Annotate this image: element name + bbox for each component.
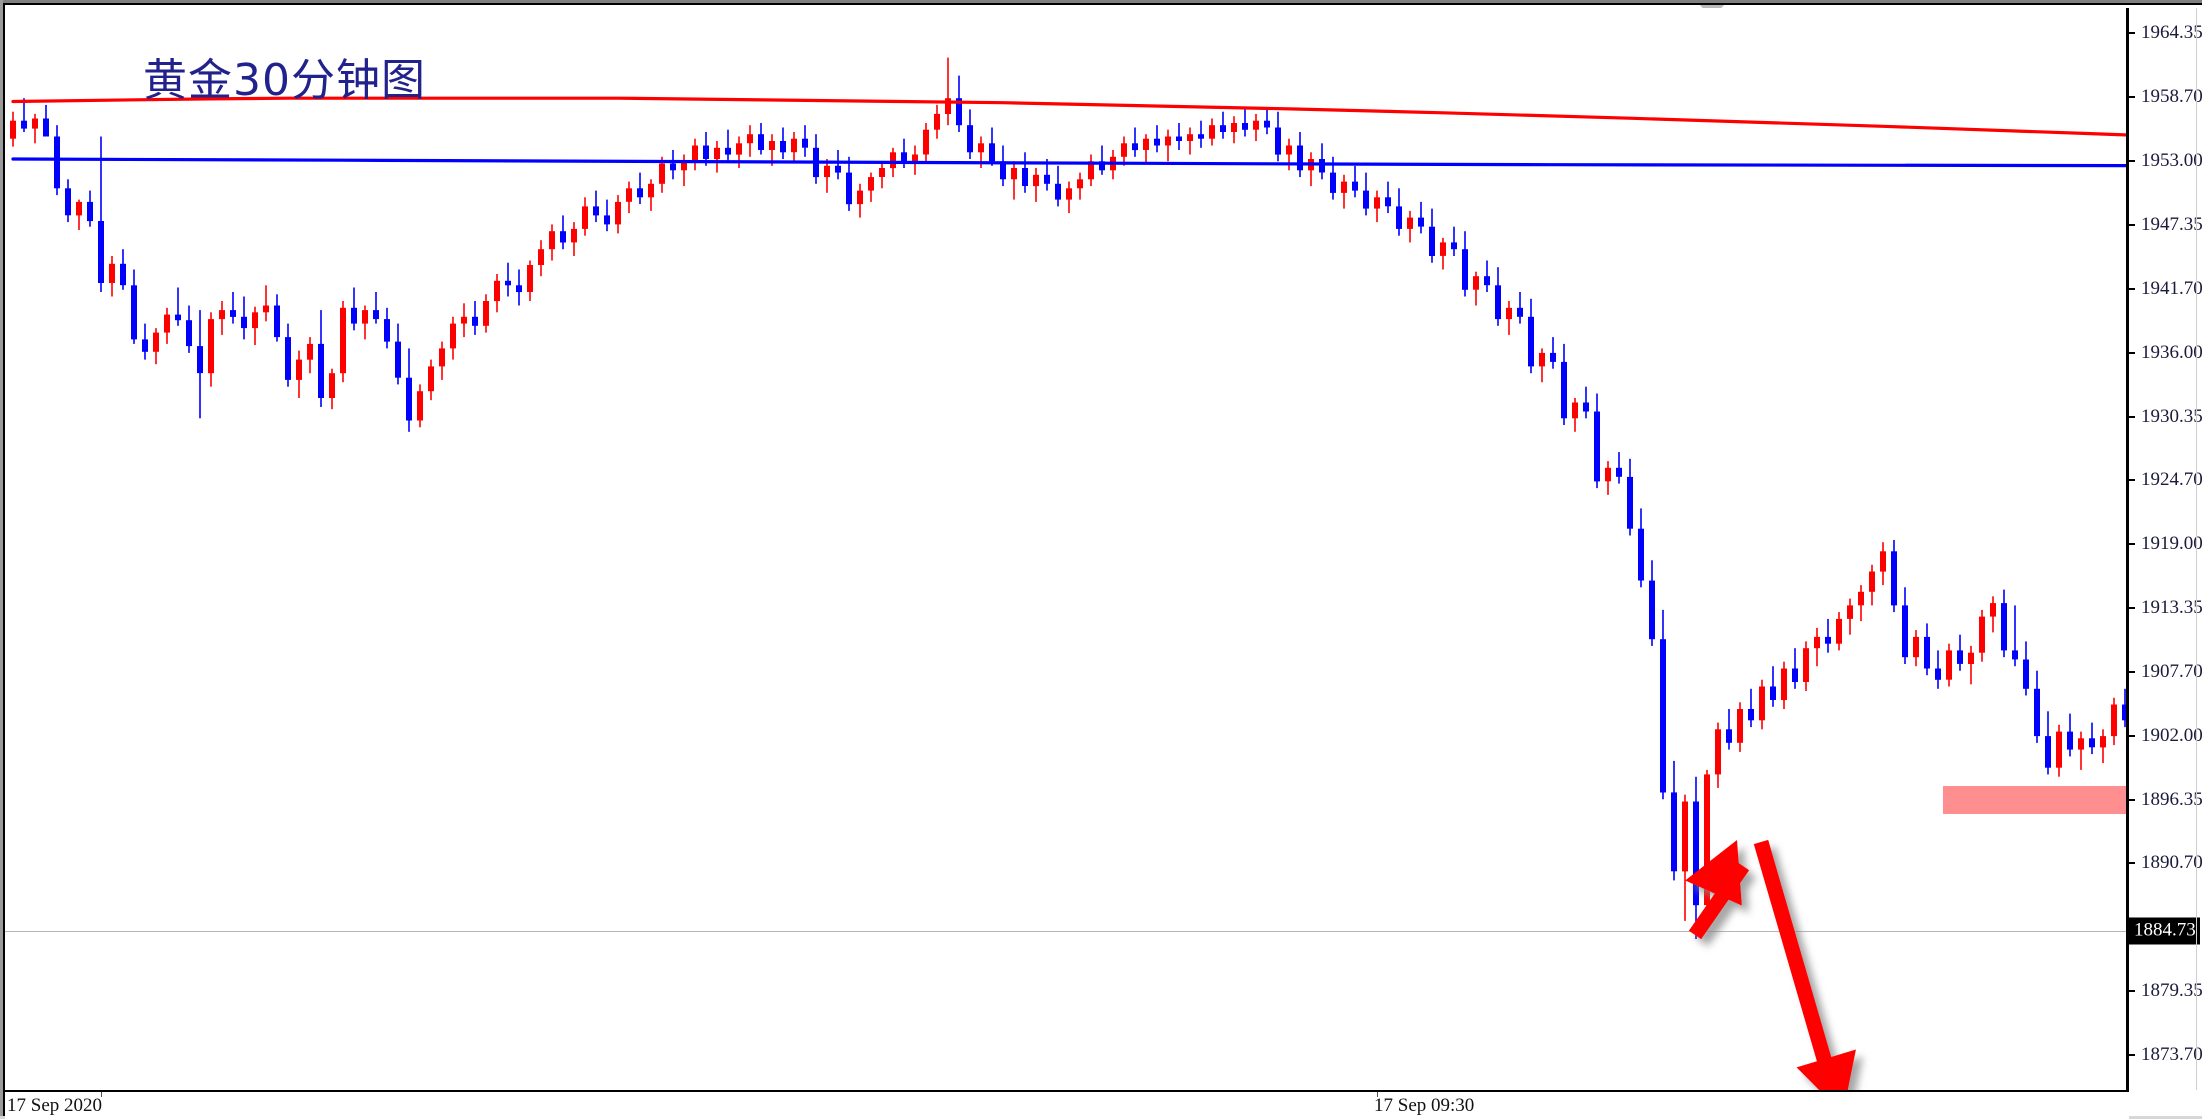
price-tick-label: 1873.70 — [2141, 1044, 2202, 1066]
price-tick — [2129, 862, 2135, 865]
price-tick — [2129, 160, 2135, 163]
price-tick-label: 1964.35 — [2141, 22, 2202, 44]
candlestick-series — [10, 57, 2128, 939]
price-tick-label: 1919.00 — [2141, 533, 2202, 555]
price-tick-label: 1913.35 — [2141, 597, 2202, 619]
time-tick-label: 17 Sep 2020 — [7, 1095, 102, 1116]
price-tick — [2129, 96, 2135, 99]
price-tick — [2129, 479, 2135, 482]
price-tick — [2129, 1054, 2135, 1057]
price-tick — [2129, 607, 2135, 610]
price-tick-label: 1930.35 — [2141, 405, 2202, 427]
price-tick-label: 1890.70 — [2141, 852, 2202, 874]
chart-annotation-title: 黄金30分钟图 — [143, 55, 426, 106]
window-border-top-inner — [0, 3, 2202, 5]
price-tick — [2129, 735, 2135, 738]
time-tick-label: 17 Sep 09:30 — [1374, 1095, 1475, 1116]
price-tick-label: 1879.35 — [2141, 980, 2202, 1002]
price-tick-label: 1907.70 — [2141, 660, 2202, 682]
time-tick — [1377, 1092, 1378, 1097]
plot-border-right — [2126, 8, 2129, 1090]
price-tick-label: 1947.35 — [2141, 213, 2202, 235]
price-tick — [2129, 32, 2135, 35]
price-tick-label: 1902.00 — [2141, 725, 2202, 747]
time-tick — [101, 1092, 102, 1097]
window-border-left-inner — [3, 5, 5, 1119]
price-tick — [2129, 223, 2135, 226]
price-tick — [2129, 415, 2135, 418]
price-tick — [2129, 351, 2135, 354]
current-price-tag: 1884.73 — [2129, 917, 2200, 945]
price-tick — [2129, 543, 2135, 546]
forecast-zigzag-arrow — [1685, 839, 1856, 1090]
price-tick — [2129, 798, 2135, 801]
window-border-left — [0, 0, 3, 1119]
price-tick — [2129, 990, 2135, 993]
price-tick-label: 1958.70 — [2141, 86, 2202, 108]
price-tick — [2129, 670, 2135, 673]
price-axis[interactable]: 1964.35 1958.70 1953.00 1947.35 1941.70 1936.… — [2129, 8, 2202, 1090]
price-tick-label: 1953.00 — [2141, 150, 2202, 172]
current-price-line — [5, 930, 2128, 932]
window-border-top — [0, 0, 2202, 3]
resistance-zone — [1943, 785, 2128, 814]
price-tick-label: 1941.70 — [2141, 277, 2202, 299]
price-tick-label: 1896.35 — [2141, 788, 2202, 810]
price-axis-separator — [2196, 8, 2197, 1090]
price-tick — [2129, 287, 2135, 290]
price-tick-label: 1924.70 — [2141, 469, 2202, 491]
price-tick-label: 1936.00 — [2141, 341, 2202, 363]
plot-border-bottom — [5, 1090, 2129, 1092]
price-plot-area[interactable]: 黄金30分钟图 — [5, 8, 2128, 1090]
